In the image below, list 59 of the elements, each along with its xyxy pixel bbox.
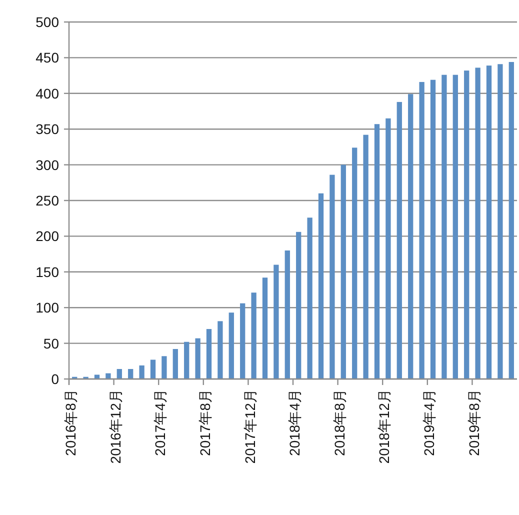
y-tick-label: 0 [51,371,60,387]
bar [251,292,256,379]
bar [374,124,380,379]
bar [386,118,391,379]
bar [340,164,346,379]
bar [262,278,268,379]
y-tick-label: 400 [36,85,60,102]
bar [195,338,200,379]
bar [464,70,470,379]
bar [475,68,480,379]
bar [296,232,302,379]
x-tick-label: 2016年12月 [107,389,124,464]
x-tick-label: 2017年4月 [152,389,168,456]
bar [452,74,458,379]
bar [172,349,178,379]
bar [274,264,279,379]
bar [162,356,167,379]
bar [284,250,290,379]
bar [218,321,223,379]
bar [150,360,156,379]
bar [330,174,335,379]
x-tick-label: 2018年4月 [286,389,303,456]
bar [396,102,402,379]
bar [240,303,246,379]
bar [508,62,514,379]
y-tick-label: 150 [36,264,60,280]
bar [228,312,234,379]
y-tick-label: 100 [36,300,60,316]
y-tick-label: 300 [36,156,60,173]
bar [352,148,358,379]
bar [307,218,312,379]
x-tick-label: 2017年8月 [197,389,213,456]
bar [408,94,414,379]
x-tick-label: 2016年8月 [62,389,79,456]
bar [139,365,144,379]
bar [430,80,436,379]
bar [116,369,122,379]
bar [498,64,503,379]
y-tick-label: 250 [36,192,60,208]
x-tick-label: 2018年8月 [331,389,348,456]
y-tick-label: 350 [36,121,60,138]
x-tick-label: 2019年4月 [421,389,437,456]
y-tick-label: 200 [36,228,60,244]
bar [318,193,324,379]
bar [419,82,424,379]
y-tick-label: 50 [43,335,60,352]
bar [94,374,100,379]
bar [106,373,111,379]
bar [442,74,447,379]
bar [184,342,190,379]
bar [363,134,368,379]
y-tick-label: 500 [36,14,60,30]
x-tick-label: 2018年12月 [376,389,392,464]
x-tick-label: 2019年8月 [466,389,482,456]
x-tick-label: 2017年12月 [242,389,258,464]
y-tick-label: 450 [36,50,60,66]
bar [128,369,134,379]
bar [206,329,212,379]
bar [486,66,492,379]
